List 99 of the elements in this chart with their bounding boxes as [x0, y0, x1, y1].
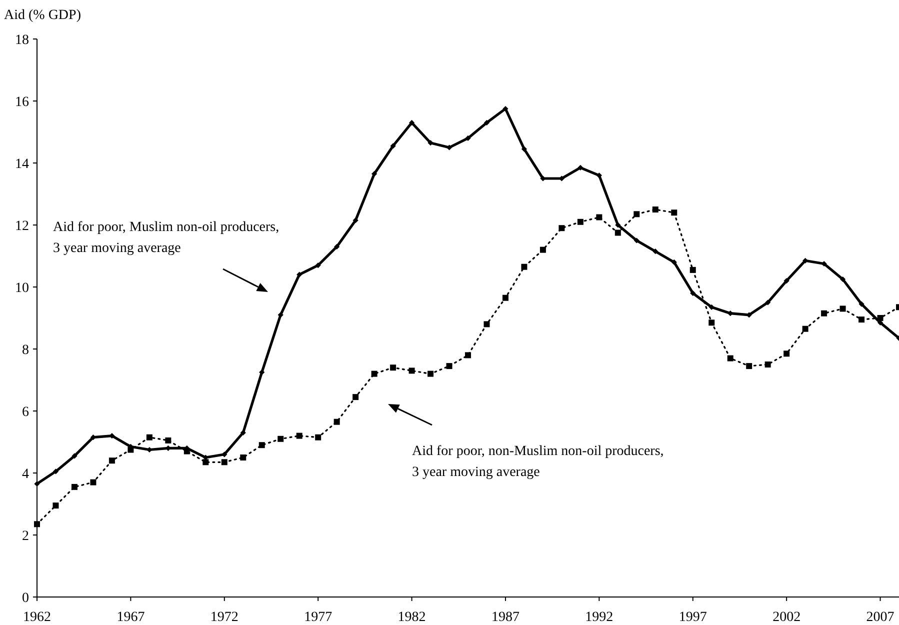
- point: [258, 442, 265, 448]
- point: [614, 230, 621, 236]
- point: [202, 459, 209, 466]
- x-tick-label: 1982: [398, 610, 426, 625]
- point: [296, 432, 302, 439]
- point: [708, 304, 714, 310]
- point: [671, 210, 678, 216]
- point: [34, 481, 40, 487]
- point: [708, 320, 715, 326]
- x-tick-label: 1997: [678, 610, 707, 625]
- point: [577, 218, 584, 225]
- x-tick-label: 2002: [772, 610, 801, 625]
- point: [634, 211, 640, 218]
- point: [746, 363, 752, 370]
- annotation: Aid for poor, non-Muslim non-oil producers, 3 year moving average: [412, 444, 664, 480]
- point: [484, 120, 490, 126]
- y-axis-title: Aid (% GDP): [4, 8, 82, 23]
- point: [371, 370, 378, 377]
- point: [184, 448, 190, 454]
- point: [221, 459, 228, 466]
- y-tick-label: 0: [22, 590, 29, 606]
- point: [428, 140, 434, 146]
- point: [334, 244, 340, 250]
- point: [278, 312, 284, 318]
- y-tick-label: 14: [15, 156, 29, 172]
- point: [784, 278, 790, 284]
- point: [408, 120, 415, 126]
- x-tick-label: 1972: [210, 610, 238, 625]
- point: [802, 326, 808, 332]
- point: [334, 418, 340, 425]
- point: [821, 310, 828, 316]
- point: [652, 248, 658, 254]
- point: [165, 437, 172, 444]
- point: [727, 355, 734, 362]
- y-tick-label: 2: [22, 528, 29, 544]
- point: [128, 446, 134, 453]
- y-tick-label: 6: [22, 404, 29, 420]
- point: [484, 321, 490, 328]
- point: [390, 143, 396, 149]
- point: [315, 262, 321, 268]
- y-tick-label: 18: [15, 32, 29, 48]
- point: [240, 430, 246, 436]
- point: [315, 434, 322, 440]
- point: [278, 436, 284, 442]
- y-tick-label: 10: [15, 280, 29, 296]
- point: [521, 146, 528, 152]
- point: [146, 434, 152, 440]
- point: [352, 394, 359, 400]
- point: [428, 370, 434, 377]
- x-tick-label: 1987: [491, 610, 520, 625]
- point: [352, 218, 358, 224]
- point: [690, 266, 696, 273]
- point: [465, 135, 471, 141]
- point: [72, 453, 78, 459]
- x-tick-label: 1992: [585, 610, 614, 625]
- point: [90, 479, 96, 486]
- x-tick-label: 1967: [116, 610, 145, 625]
- y-tick-label: 12: [15, 218, 29, 234]
- point: [558, 225, 565, 232]
- point: [671, 259, 677, 265]
- point: [652, 206, 658, 212]
- point: [71, 484, 78, 490]
- annotation: Aid for poor, Muslim non-oil producers, 3 year moving average: [53, 220, 280, 256]
- y-tick-label: 16: [15, 94, 29, 110]
- point: [390, 364, 396, 371]
- point: [259, 369, 265, 376]
- point: [34, 521, 40, 528]
- x-tick-label: 2007: [866, 610, 894, 625]
- point: [764, 362, 771, 368]
- point: [596, 172, 602, 178]
- point: [634, 238, 640, 244]
- point: [784, 350, 790, 357]
- point: [578, 164, 584, 170]
- point: [52, 468, 59, 474]
- point: [52, 502, 59, 509]
- point: [408, 368, 415, 374]
- point: [502, 294, 508, 301]
- point: [240, 454, 246, 460]
- point: [540, 246, 546, 253]
- point: [372, 171, 378, 177]
- x-tick-label: 1977: [304, 610, 332, 625]
- point: [840, 306, 846, 312]
- point: [840, 276, 846, 282]
- x-tick-label: 1962: [23, 610, 51, 625]
- point: [690, 290, 696, 296]
- point: [858, 301, 864, 307]
- point: [502, 106, 508, 112]
- point: [858, 316, 865, 323]
- point: [596, 214, 602, 220]
- point: [465, 352, 471, 358]
- point: [521, 264, 528, 270]
- point: [446, 363, 452, 370]
- y-tick-label: 4: [22, 466, 29, 482]
- point: [765, 300, 771, 306]
- point: [615, 222, 621, 228]
- point: [108, 458, 115, 464]
- point: [877, 315, 884, 321]
- y-tick-label: 8: [22, 342, 29, 358]
- point: [296, 272, 302, 278]
